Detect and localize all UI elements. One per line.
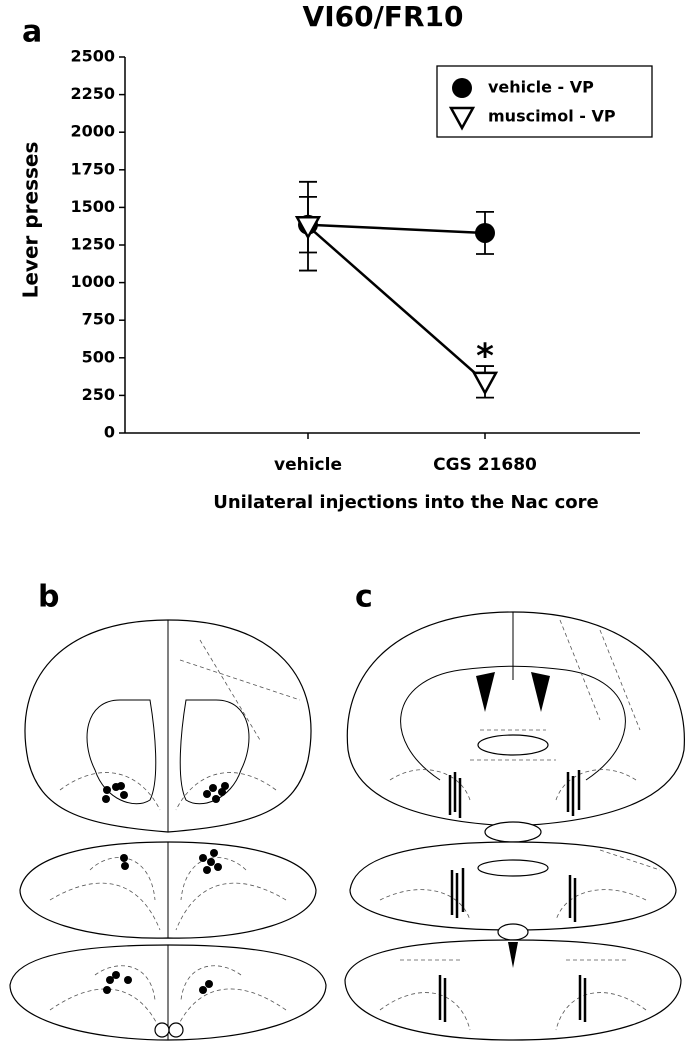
plot: 0 250 500 750 1000 1250 1500 1750 2000 2250 2500 ve… xyxy=(70,47,640,475)
y-tick-label: 0 xyxy=(104,423,115,442)
y-tick-label: 2500 xyxy=(70,47,115,66)
brain-sections-c xyxy=(344,611,685,1041)
data-point xyxy=(294,215,322,240)
chart-title: VI60/FR10 xyxy=(303,0,464,33)
x-tick-label: CGS 21680 xyxy=(433,455,537,475)
y-tick-label: 2250 xyxy=(70,84,115,103)
y-axis-label: Lever presses xyxy=(19,142,43,299)
x-axis-label: Unilateral injections into the Nac core xyxy=(213,492,599,513)
y-tick-label: 250 xyxy=(82,385,115,404)
legend-marker xyxy=(452,78,472,98)
y-tick-label: 1500 xyxy=(70,197,115,216)
y-tick-label: 1000 xyxy=(70,272,115,291)
data-point xyxy=(475,222,495,243)
panel-label: a xyxy=(22,15,42,50)
x-tick-label: vehicle xyxy=(274,455,342,475)
legend-box xyxy=(436,65,653,138)
data-point xyxy=(471,371,499,396)
panel-label: b xyxy=(38,580,59,615)
y-tick-label: 750 xyxy=(82,310,115,329)
brain-sections-b xyxy=(9,619,327,1041)
y-tick-label: 500 xyxy=(82,347,115,366)
y-tick-label: 1250 xyxy=(70,235,115,254)
legend-label: muscimol - VP xyxy=(488,107,616,126)
y-tick-label: 2000 xyxy=(70,122,115,141)
series-line xyxy=(307,225,486,383)
legend-label: vehicle - VP xyxy=(488,78,594,97)
y-tick-label: 1750 xyxy=(70,159,115,178)
series-line xyxy=(307,223,486,235)
annotation: * xyxy=(476,336,494,376)
panel-label: c xyxy=(355,580,373,615)
legend-marker xyxy=(448,106,476,131)
